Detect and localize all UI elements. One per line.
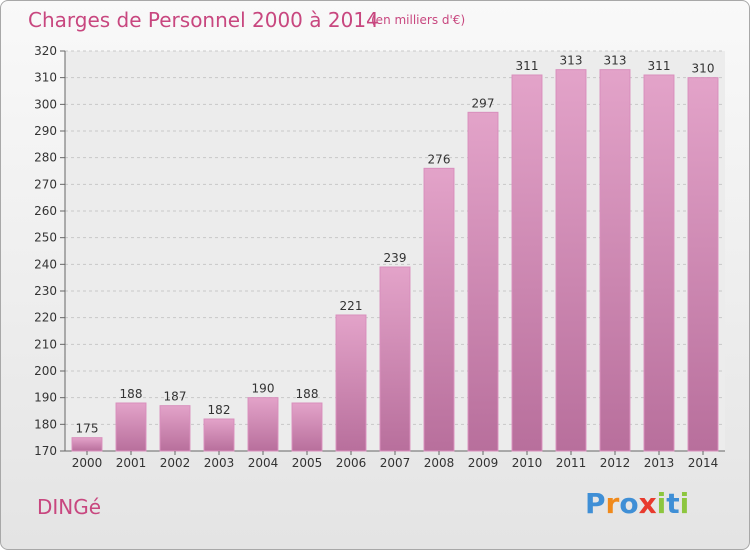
y-tick-label: 310 (34, 71, 57, 85)
y-tick-label: 190 (34, 391, 57, 405)
x-tick-label: 2013 (644, 456, 675, 470)
bar-value-label: 311 (516, 59, 539, 73)
bar (203, 418, 235, 452)
y-tick-label: 260 (34, 204, 57, 218)
bar (511, 74, 543, 452)
x-tick-label: 2014 (688, 456, 719, 470)
y-tick-label: 300 (34, 97, 57, 111)
logo-letter: r (605, 487, 620, 520)
x-tick-label: 2003 (204, 456, 235, 470)
x-tick-label: 2012 (600, 456, 631, 470)
bar-value-label: 276 (428, 152, 451, 166)
logo-letter: x (638, 487, 657, 520)
bar-value-label: 188 (120, 387, 143, 401)
y-tick-label: 320 (34, 44, 57, 58)
y-tick-label: 230 (34, 284, 57, 298)
place-name: DINGé (37, 495, 102, 519)
y-tick-label: 290 (34, 124, 57, 138)
bar-value-label: 175 (76, 422, 99, 436)
bar (643, 74, 675, 452)
bar-value-label: 297 (472, 96, 495, 110)
x-tick-label: 2002 (160, 456, 191, 470)
bar-value-label: 313 (560, 54, 583, 68)
bar (599, 69, 631, 452)
bar (159, 405, 191, 452)
bar-value-label: 311 (648, 59, 671, 73)
x-tick-label: 2005 (292, 456, 323, 470)
y-tick-label: 240 (34, 257, 57, 271)
proxiti-logo[interactable]: Proxiti (585, 487, 689, 520)
bar (247, 397, 279, 452)
bar-value-label: 221 (340, 299, 363, 313)
bar-value-label: 187 (164, 390, 187, 404)
bar-value-label: 310 (692, 62, 715, 76)
x-tick-label: 2011 (556, 456, 587, 470)
x-tick-label: 2010 (512, 456, 543, 470)
bar (687, 77, 719, 452)
y-tick-label: 170 (34, 444, 57, 458)
bar (71, 437, 103, 452)
logo-letter: i (679, 487, 690, 520)
bar (291, 402, 323, 452)
y-tick-label: 250 (34, 231, 57, 245)
bar (555, 69, 587, 452)
bar-value-label: 190 (252, 382, 275, 396)
bar (423, 167, 455, 452)
logo-letter: t (666, 487, 680, 520)
x-tick-label: 2004 (248, 456, 279, 470)
bar-value-label: 188 (296, 387, 319, 401)
x-tick-label: 2000 (72, 456, 103, 470)
bar-value-label: 239 (384, 251, 407, 265)
x-tick-label: 2009 (468, 456, 499, 470)
y-tick-label: 180 (34, 417, 57, 431)
logo-letter: P (585, 487, 606, 520)
y-tick-label: 210 (34, 337, 57, 351)
bar (379, 266, 411, 452)
chart-title: Charges de Personnel 2000 à 2014 (28, 8, 379, 32)
y-tick-label: 220 (34, 311, 57, 325)
y-tick-label: 200 (34, 364, 57, 378)
bar-value-label: 182 (208, 403, 231, 417)
bar-value-label: 313 (604, 54, 627, 68)
x-tick-label: 2006 (336, 456, 367, 470)
y-tick-label: 270 (34, 177, 57, 191)
bar (467, 111, 499, 452)
logo-letter: o (619, 487, 639, 520)
bar (335, 314, 367, 452)
x-tick-label: 2008 (424, 456, 455, 470)
x-tick-label: 2007 (380, 456, 411, 470)
bar (115, 402, 147, 452)
chart-unit: (en milliers d'€) (371, 13, 466, 27)
y-tick-label: 280 (34, 151, 57, 165)
x-tick-label: 2001 (116, 456, 147, 470)
logo-letter: i (656, 487, 667, 520)
